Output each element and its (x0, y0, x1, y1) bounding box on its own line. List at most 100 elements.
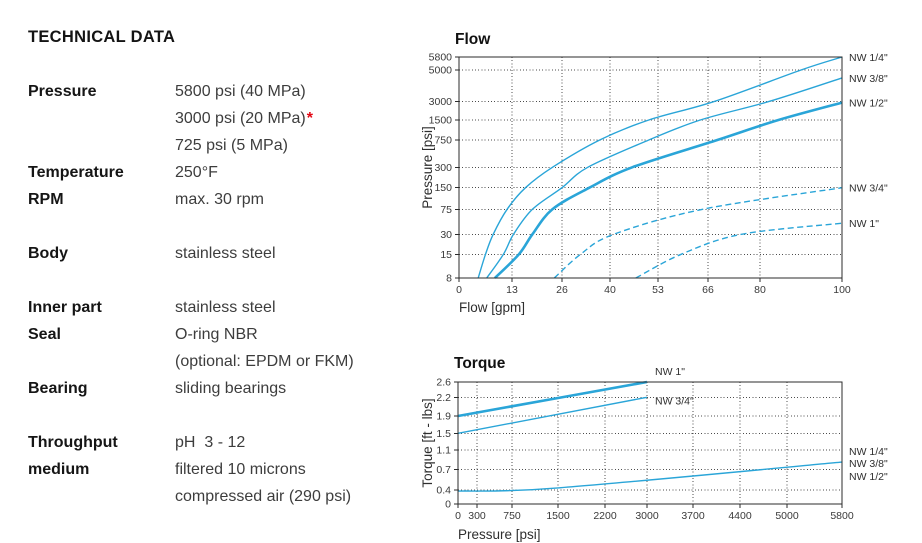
y-tick-label: 1500 (429, 115, 453, 127)
y-axis-label: Torque [ft - lbs] (420, 398, 435, 487)
plot-border (457, 381, 843, 505)
x-tick-label: 3000 (635, 510, 659, 522)
series-line (457, 380, 648, 418)
spec-label: medium (28, 461, 90, 478)
spec-row: Temperature 250°F (28, 159, 420, 186)
y-tick-label: 0.4 (436, 485, 451, 497)
spec-row: Pressure 5800 psi (40 MPa) (28, 78, 420, 105)
spec-label (28, 402, 175, 429)
y-tick-label: 300 (434, 162, 452, 174)
x-tick-label: 750 (503, 510, 521, 522)
x-tick-label: 100 (833, 284, 851, 296)
y-tick-label: 1.9 (436, 411, 451, 423)
spec-value: 5800 psi (40 MPa) (175, 83, 306, 100)
y-tick-label: 5000 (429, 65, 453, 77)
series-line (477, 56, 843, 279)
spec-label (28, 213, 175, 240)
spec-footnote-star: * (306, 110, 313, 127)
x-tick-label: 66 (702, 284, 714, 296)
x-tick-label: 40 (604, 284, 616, 296)
spec-row: Seal O-ring NBR (28, 321, 420, 348)
spec-value: max. 30 rpm (175, 191, 264, 208)
spec-label (28, 348, 175, 375)
spec-row: Body stainless steel (28, 240, 420, 267)
spec-row: (optional: EPDM or FKM) (28, 348, 420, 375)
y-tick-label: 8 (446, 273, 452, 285)
series-label: NW 1" (655, 366, 685, 378)
spec-label (28, 132, 175, 159)
spec-label (28, 483, 175, 510)
spec-row (28, 213, 420, 240)
x-tick-label: 5800 (830, 510, 854, 522)
series-line (493, 101, 843, 279)
series-label: NW 3/4" (849, 183, 888, 195)
x-tick-label: 5000 (775, 510, 799, 522)
spec-row: Bearing sliding bearings (28, 375, 420, 402)
spec-row: 725 psi (5 MPa) (28, 132, 420, 159)
y-tick-label: 3000 (429, 96, 453, 108)
series-label: NW 1/2" (849, 471, 888, 483)
y-tick-label: 2.6 (436, 377, 451, 389)
spec-row (28, 402, 420, 429)
spec-label: Seal (28, 326, 61, 343)
plot-border (458, 56, 843, 279)
x-tick-label: 0 (455, 510, 461, 522)
y-tick-label: 30 (440, 229, 452, 241)
x-tick-label: 2200 (593, 510, 617, 522)
spec-label: RPM (28, 191, 64, 208)
series-label: NW 1/4" (849, 446, 888, 458)
x-tick-label: 1500 (546, 510, 570, 522)
series-label: NW 1/4" (849, 52, 888, 64)
flow-chart-svg: 0 13 26 40 53 66 80 100 8 15 30 75 150 300 750 1500 3000… (420, 31, 888, 315)
panel-title: TECHNICAL DATA (28, 28, 176, 46)
spec-label (28, 105, 175, 132)
y-tick-label: 1.1 (436, 445, 451, 457)
x-axis-label: Flow [gpm] (459, 300, 525, 315)
series-label: NW 3/4" (655, 395, 694, 407)
x-tick-label: 0 (456, 284, 462, 296)
y-tick-label: 5800 (429, 52, 453, 64)
x-tick-label: 4400 (728, 510, 752, 522)
x-tick-label: 13 (506, 284, 518, 296)
y-tick-label: 1.5 (436, 428, 451, 440)
flow-chart: 0 13 26 40 53 66 80 100 8 15 30 75 150 300 750 1500 3000… (420, 20, 922, 320)
series-label: NW 3/8" (849, 73, 888, 85)
spec-row (28, 267, 420, 294)
technical-data-panel: TECHNICAL DATA Pressure 5800 psi (40 MPa)… (28, 28, 420, 510)
x-axis-label: Pressure [psi] (458, 527, 541, 542)
torque-chart: 0 300 750 1500 2200 3000 3700 4400 5000 5800 0 0.4 0… (420, 345, 922, 543)
spec-value: 3000 psi (20 MPa) (175, 110, 306, 127)
x-tick-label: 80 (754, 284, 766, 296)
y-tick-label: 150 (434, 182, 452, 194)
spec-label: Pressure (28, 83, 97, 100)
series-label: NW 3/8" (849, 458, 888, 470)
series-label: NW 1/2" (849, 98, 888, 110)
spec-label: Temperature (28, 164, 124, 181)
y-tick-label: 15 (440, 249, 452, 261)
spec-value: O-ring NBR (175, 326, 258, 343)
series-line (457, 396, 648, 434)
spec-value: sliding bearings (175, 380, 287, 397)
y-tick-label: 75 (440, 204, 452, 216)
spec-label: Bearing (28, 380, 88, 397)
spec-row: compressed air (290 psi) (28, 483, 420, 510)
spec-value: 725 psi (5 MPa) (175, 137, 288, 154)
y-tick-label: 0 (445, 499, 451, 511)
spec-label: Body (28, 245, 68, 262)
chart-title: Flow (455, 31, 491, 48)
series-line (486, 77, 843, 279)
spec-label: Throughput (28, 434, 118, 451)
spec-table: Pressure 5800 psi (40 MPa) 3000 psi (20 MP… (28, 78, 420, 510)
series-line (457, 461, 843, 492)
spec-label: Inner part (28, 299, 102, 316)
spec-value: (optional: EPDM or FKM) (175, 353, 354, 370)
spec-row: medium filtered 10 microns (28, 456, 420, 483)
spec-row: RPM max. 30 rpm (28, 186, 420, 213)
y-tick-label: 750 (434, 135, 452, 147)
x-tick-label: 300 (468, 510, 486, 522)
x-tick-label: 3700 (681, 510, 705, 522)
spec-row: Inner part stainless steel (28, 294, 420, 321)
y-tick-label: 0.7 (436, 464, 451, 476)
y-axis-label: Pressure [psi] (420, 126, 435, 209)
